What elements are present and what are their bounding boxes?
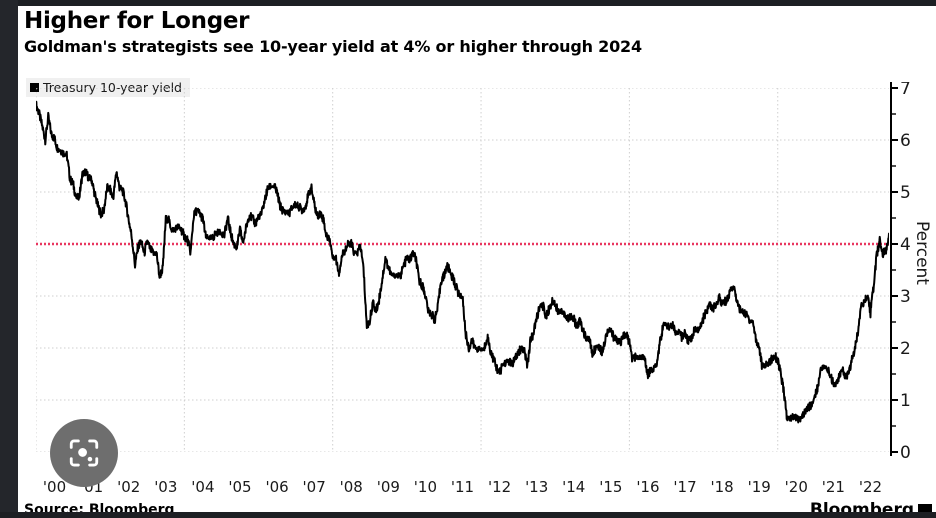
x-axis-tick-label: '12	[487, 478, 512, 496]
top-chrome-band	[0, 0, 936, 6]
x-axis-tick-label: '13	[525, 478, 549, 496]
bloomberg-logo-icon	[918, 504, 932, 512]
chart-canvas	[36, 88, 889, 452]
x-axis-tick-label: '03	[154, 478, 178, 496]
x-axis-tick-label: '09	[376, 478, 400, 496]
svg-text:4: 4	[900, 235, 911, 255]
bloomberg-brand: Bloomberg	[810, 500, 932, 512]
bottom-chrome-band	[0, 512, 936, 518]
svg-text:6: 6	[900, 131, 911, 151]
google-lens-button[interactable]	[50, 419, 118, 487]
svg-text:7: 7	[900, 82, 911, 99]
x-axis-tick-label: '14	[562, 478, 586, 496]
x-axis-tick-label: '11	[450, 478, 475, 496]
y-axis-title: Percent	[912, 221, 932, 285]
x-axis: '00'01'02'03'04'05'06'07'08'09'10'11'12 '…	[18, 478, 918, 500]
x-axis-tick-label: '16	[636, 478, 660, 496]
left-chrome-band	[0, 0, 18, 518]
svg-text:3: 3	[900, 287, 911, 307]
legend-swatch-icon	[30, 83, 39, 92]
x-axis-tick-label: '04	[191, 478, 215, 496]
chart-card: Higher for Longer Goldman's strategists …	[18, 6, 936, 512]
x-axis-tick-label: '18	[710, 478, 734, 496]
svg-text:1: 1	[900, 391, 911, 411]
svg-text:5: 5	[900, 183, 911, 203]
x-axis-tick-label: '10	[413, 478, 438, 496]
x-axis-tick-label: '20	[784, 478, 808, 496]
page-title: Higher for Longer	[24, 8, 250, 34]
x-axis-tick-label: '06	[265, 478, 289, 496]
x-axis-tick-label: '07	[302, 478, 326, 496]
svg-text:2: 2	[900, 339, 911, 359]
y-axis: 0 1 2 3 4 5 6 7	[889, 82, 929, 462]
plot-area	[36, 88, 889, 452]
bloomberg-wordmark: Bloomberg	[809, 500, 914, 512]
page-subtitle: Goldman's strategists see 10-year yield …	[24, 37, 642, 56]
x-axis-tick-label: '05	[228, 478, 252, 496]
google-lens-icon	[69, 439, 99, 467]
source-note: Source: Bloomberg	[24, 502, 175, 512]
x-axis-tick-label: '15	[599, 478, 623, 496]
x-axis-tick-label: '00	[42, 478, 67, 496]
svg-text:0: 0	[900, 443, 911, 462]
x-axis-tick-label: '08	[339, 478, 363, 496]
x-axis-tick-label: '21	[821, 478, 845, 496]
x-axis-tick-label: '02	[117, 478, 141, 496]
chart-footer: Source: Bloomberg Bloomberg	[18, 500, 936, 512]
x-axis-tick-label: '17	[673, 478, 697, 496]
x-axis-tick-label: '19	[747, 478, 771, 496]
x-axis-tick-label: '22	[858, 478, 883, 496]
